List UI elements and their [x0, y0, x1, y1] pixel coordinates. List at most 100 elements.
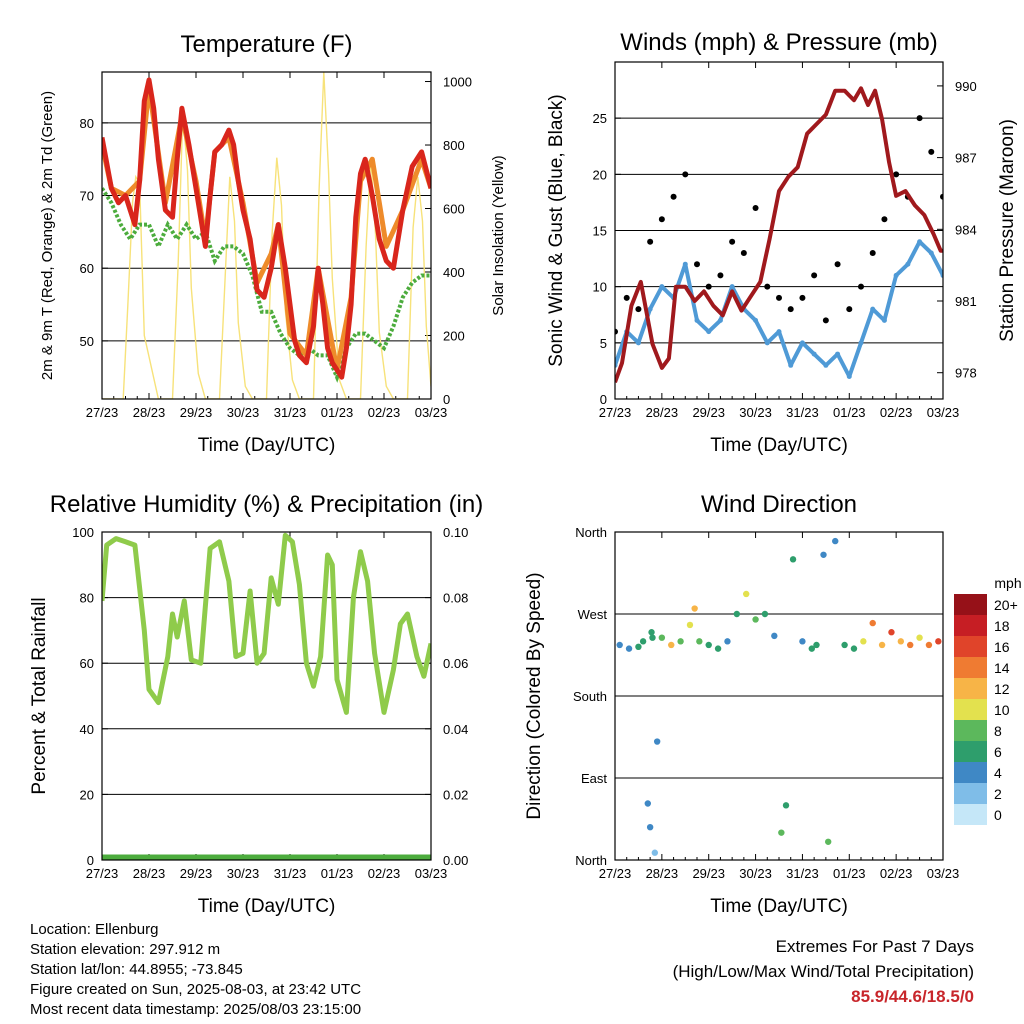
y-tick-label: 40	[80, 722, 94, 737]
direction-point	[644, 800, 651, 807]
y2-axis-label: Station Pressure (Maroon)	[997, 119, 1018, 342]
y2-tick-label: 0.04	[443, 722, 468, 737]
x-tick-label: 31/23	[786, 866, 819, 881]
y2-tick-label: 800	[443, 138, 465, 153]
sonic-wind-point	[776, 329, 782, 335]
y-tick-label: East	[581, 771, 607, 786]
direction-point	[639, 638, 647, 645]
legend-label: 14	[994, 660, 1010, 676]
y2-tick-label: 984	[955, 222, 977, 237]
direction-point	[878, 641, 886, 649]
direction-point	[648, 629, 655, 636]
x-tick-label: 03/23	[415, 405, 448, 420]
legend-swatch	[954, 720, 987, 741]
x-tick-label: 01/23	[833, 405, 866, 420]
gust-point	[764, 283, 771, 290]
chart-title: Wind Direction	[701, 491, 857, 518]
y2-tick-label: 978	[955, 366, 977, 381]
x-tick-label: 28/23	[133, 866, 166, 881]
y2-tick-label: 1000	[443, 75, 472, 90]
y-tick-label: South	[573, 689, 607, 704]
legend-label: 12	[994, 681, 1010, 697]
x-axis-label: Time (Day/UTC)	[198, 435, 336, 456]
x-tick-label: 28/23	[646, 405, 679, 420]
x-tick-label: 01/23	[321, 866, 354, 881]
sonic-wind-point	[682, 261, 688, 267]
plot-area	[616, 537, 942, 856]
x-tick-label: 30/23	[227, 405, 260, 420]
dewpoint-line	[102, 187, 431, 383]
chart-title: Relative Humidity (%) & Precipitation (i…	[50, 491, 483, 518]
gust-point	[776, 294, 782, 301]
gust-point	[940, 193, 943, 200]
gust-point	[729, 238, 736, 245]
sonic-wind-point	[823, 362, 829, 368]
x-tick-label: 01/23	[833, 866, 866, 881]
direction-point	[813, 641, 820, 649]
gust-point	[752, 205, 759, 212]
y-tick-label: 10	[593, 280, 607, 295]
sonic-wind-point	[905, 261, 911, 267]
plot-frame	[101, 531, 432, 861]
direction-point	[778, 829, 785, 836]
y-tick-label: 60	[80, 261, 94, 276]
x-tick-label: 03/23	[927, 866, 960, 881]
plot-area	[615, 86, 943, 383]
direction-point	[653, 738, 661, 745]
legend-swatch	[954, 678, 987, 699]
direction-point	[658, 634, 666, 641]
legend-swatch	[954, 804, 987, 825]
legend-swatch	[954, 699, 987, 720]
legend-swatch	[954, 615, 987, 636]
direction-point	[733, 610, 741, 618]
temp-2m-line	[102, 77, 431, 380]
x-tick-label: 27/23	[599, 866, 632, 881]
x-tick-label: 29/23	[180, 405, 213, 420]
gust-point	[893, 171, 900, 178]
y-axis-label: Direction (Colored By Speed)	[524, 572, 545, 819]
y-tick-label: 80	[80, 591, 94, 606]
sonic-wind-point	[788, 362, 794, 368]
x-tick-label: 29/23	[692, 405, 725, 420]
y2-tick-label: 987	[955, 151, 977, 166]
direction-point	[646, 824, 654, 831]
station-location: Location: Ellenburg	[30, 921, 159, 938]
chart-title: Winds (mph) & Pressure (mb)	[620, 29, 937, 56]
direction-point	[799, 638, 806, 645]
station-info: Location: Ellenburg Station elevation: 2…	[30, 920, 361, 1020]
x-tick-label: 31/23	[786, 405, 819, 420]
x-tick-label: 02/23	[368, 405, 401, 420]
x-tick-label: 27/23	[86, 405, 119, 420]
direction-point	[724, 638, 731, 645]
direction-point	[825, 838, 832, 845]
sonic-wind-point	[940, 272, 943, 278]
temp-9m-line	[102, 84, 431, 373]
sonic-wind-point	[764, 340, 770, 346]
gust-point	[740, 249, 747, 256]
direction-point	[935, 638, 942, 645]
legend-title: mph	[994, 575, 1021, 591]
gust-point	[705, 283, 712, 290]
direction-point	[897, 638, 905, 645]
legend-label: 0	[994, 807, 1002, 823]
y2-tick-label: 400	[443, 265, 465, 280]
y-tick-label: 70	[80, 189, 94, 204]
gust-point	[822, 317, 829, 324]
extremes-title: Extremes For Past 7 Days	[775, 937, 974, 956]
direction-point	[808, 645, 815, 652]
sonic-wind-point	[870, 306, 876, 312]
direction-point	[761, 610, 769, 618]
plot-area	[102, 532, 431, 860]
direction-point	[907, 641, 914, 649]
gust-point	[635, 306, 642, 313]
extremes-panel: Extremes For Past 7 Days (High/Low/Max W…	[673, 934, 974, 1009]
x-tick-label: 03/23	[927, 405, 960, 420]
direction-point	[625, 645, 633, 652]
gust-point	[834, 261, 841, 268]
direction-point	[860, 638, 867, 645]
gust-point	[623, 294, 630, 301]
y2-tick-label: 0.10	[443, 525, 468, 540]
gust-point	[869, 249, 876, 256]
y2-tick-label: 0.06	[443, 656, 468, 671]
